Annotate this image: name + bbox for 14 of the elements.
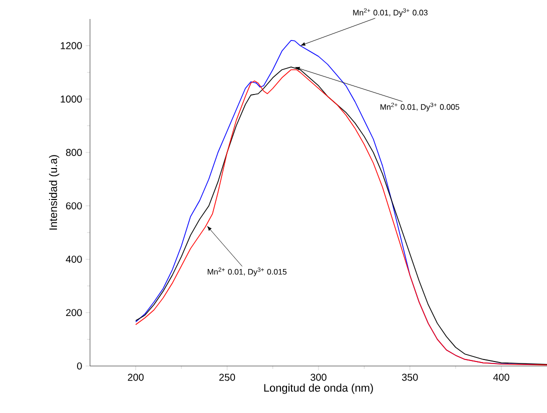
y-tick-label: 1000 [60,96,82,103]
x-tick-label: 350 [402,374,418,381]
y-tick-label: 200 [66,309,82,316]
x-tick-label: 200 [128,374,144,381]
x-tick-label: 400 [493,374,510,381]
y-tick-label: 1200 [60,42,82,50]
x-tick-label: 300 [310,374,326,381]
y-tick-label: 0 [77,362,82,370]
x-axis-title: Longitud de onda (nm) [264,384,373,394]
y-tick-label: 600 [66,202,82,210]
y-tick-label: 800 [66,148,82,156]
x-tick-label: 250 [219,374,236,381]
y-axis-title: Intensidad (u.a) [49,155,60,230]
y-tick-label: 400 [66,256,82,263]
